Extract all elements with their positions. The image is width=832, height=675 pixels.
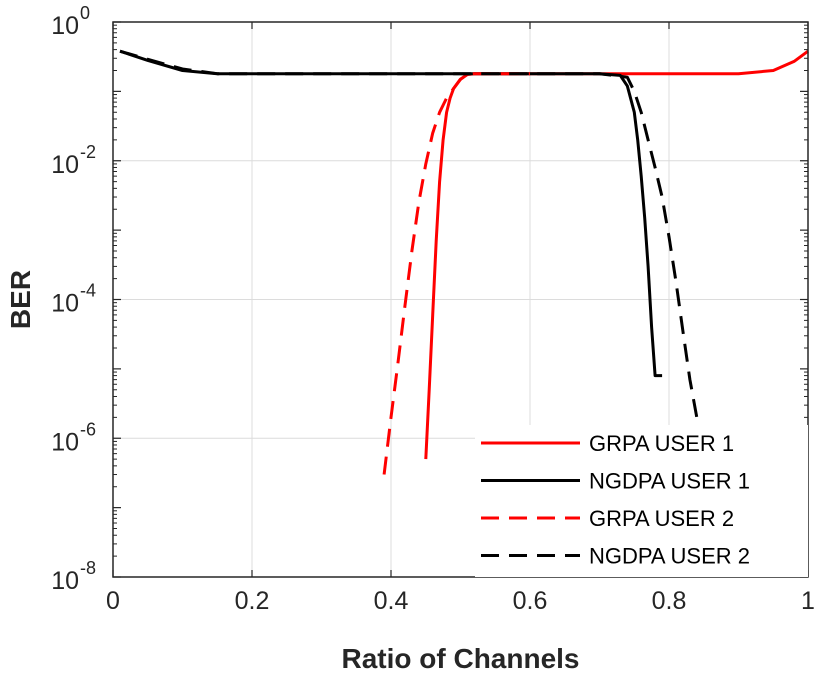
y-axis-title: BER — [5, 270, 36, 329]
legend: GRPA USER 1 NGDPA USER 1 GRPA USER 2 NGDPA … — [475, 425, 808, 577]
series-line-4 — [119, 49, 699, 418]
ticks — [112, 21, 809, 578]
legend-label: NGDPA USER 1 — [589, 469, 750, 494]
y-tick-label-exponent: -6 — [80, 419, 96, 439]
legend-box — [475, 425, 808, 577]
y-tick-label-exponent: -2 — [80, 142, 96, 162]
series-line-2 — [119, 49, 663, 378]
x-tick-label: 0.2 — [235, 587, 270, 615]
x-tick-label: 0.8 — [652, 587, 687, 615]
y-tick-label: 10 — [51, 567, 79, 595]
x-tick-label: 0.4 — [374, 587, 409, 615]
y-tick-label: 10 — [51, 290, 79, 318]
y-tick-label: 10 — [51, 151, 79, 179]
y-tick-label-exponent: 0 — [80, 3, 90, 23]
y-tick-label: 10 — [51, 428, 79, 456]
series-line-1 — [424, 49, 809, 460]
y-tick-label-exponent: -4 — [80, 281, 96, 301]
x-axis-title: Ratio of Channels — [341, 643, 579, 674]
y-tick-label: 10 — [51, 12, 79, 40]
x-tick-label: 0 — [106, 587, 120, 615]
legend-label: NGDPA USER 2 — [589, 544, 750, 569]
legend-label: GRPA USER 1 — [589, 431, 734, 456]
series-line-3 — [382, 72, 530, 475]
legend-label: GRPA USER 2 — [589, 506, 734, 531]
x-tick-label: 1 — [801, 587, 815, 615]
x-tick-label: 0.6 — [513, 587, 548, 615]
y-tick-label-exponent: -8 — [80, 558, 96, 578]
series-layer — [119, 49, 809, 475]
